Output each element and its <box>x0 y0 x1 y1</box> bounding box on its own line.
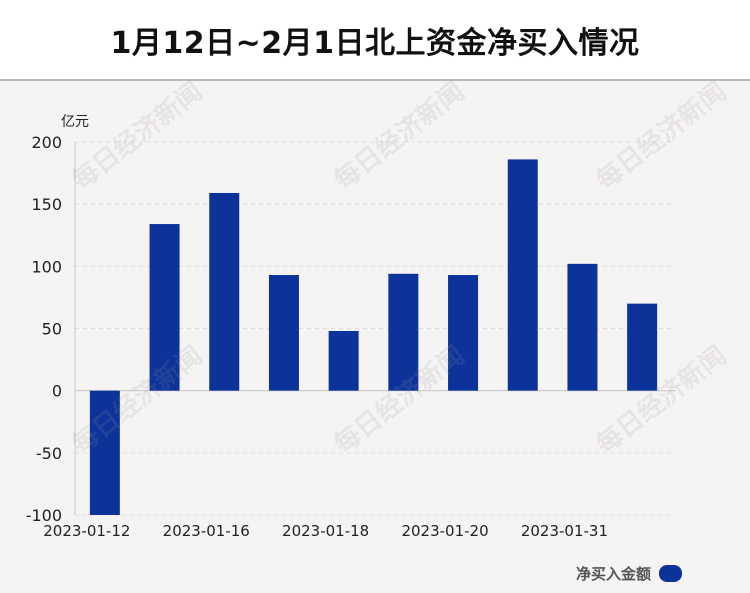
bar <box>209 192 240 391</box>
x-tick-label: 2023-01-12 <box>43 522 130 540</box>
bar-layer <box>89 159 658 515</box>
bar <box>328 330 359 391</box>
legend-label: 净买入金额 <box>576 565 652 583</box>
y-tick-label: 50 <box>42 320 62 339</box>
x-tick-label: 2023-01-16 <box>163 522 250 540</box>
y-tick-label: 150 <box>31 195 62 214</box>
y-tick-label: 200 <box>31 133 62 152</box>
bar <box>627 303 658 391</box>
bar <box>268 275 299 391</box>
y-tick-label: 100 <box>31 257 62 276</box>
x-tick-label: 2023-01-20 <box>401 522 488 540</box>
bar <box>89 390 120 515</box>
bar <box>507 159 538 391</box>
legend: 净买入金额 <box>576 563 683 584</box>
chart-title: 1月12日~2月1日北上资金净买入情况 <box>110 26 640 61</box>
x-tick-label: 2023-01-18 <box>282 522 369 540</box>
bar <box>448 275 479 391</box>
y-unit-label: 亿元 <box>61 114 89 130</box>
bar <box>388 273 419 391</box>
bar <box>567 263 598 391</box>
y-tick-label: -100 <box>26 506 62 525</box>
header: 1月12日~2月1日北上资金净买入情况 <box>0 0 750 81</box>
bar <box>149 224 180 391</box>
y-tick-label: 0 <box>52 382 62 401</box>
y-tick-label: -50 <box>36 444 62 463</box>
x-tick-label: 2023-01-31 <box>521 522 608 540</box>
legend-swatch <box>659 565 683 582</box>
